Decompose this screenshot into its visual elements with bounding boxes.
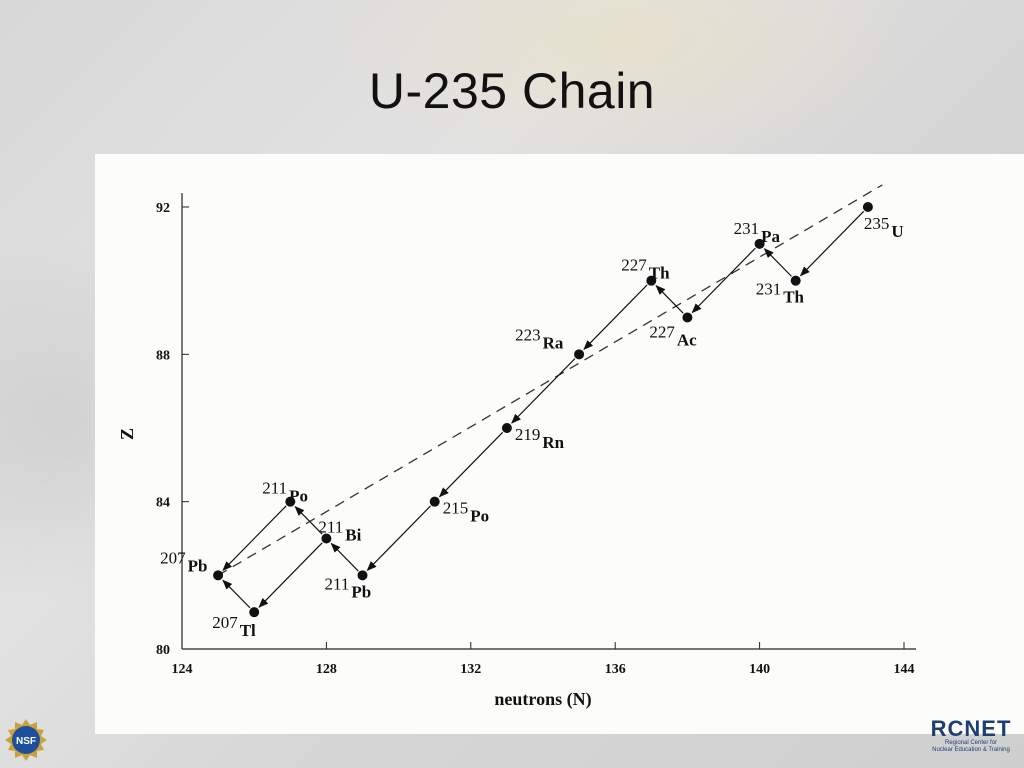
nuclide-symbol: Th (649, 264, 670, 283)
nsf-logo-text: NSF (16, 736, 36, 747)
nuclide-label-pb211: 211 Pb (325, 574, 372, 601)
decay-arrow-ra223-to-rn219 (511, 358, 576, 424)
nuclide-symbol: Pb (351, 582, 371, 601)
nuclide-label-po211: 211 Po (262, 479, 308, 506)
nuclide-mass-number: 219 (515, 425, 541, 444)
nuclide-mass-number: 215 (443, 499, 469, 518)
nuclide-symbol: Po (289, 487, 308, 506)
nuclide-symbol: Bi (345, 526, 361, 545)
y-tick-label: 84 (156, 496, 170, 511)
nuclide-symbol: Ac (677, 331, 697, 350)
y-tick-label: 92 (156, 201, 170, 216)
x-tick-label: 128 (316, 662, 337, 677)
decay-arrow-po211-to-pb207 (222, 505, 287, 572)
nuclide-symbol: Po (470, 507, 489, 526)
nuclide-point-ra223 (574, 349, 585, 360)
nuclide-mass-number: 235 (864, 214, 890, 233)
nuclide-mass-number: 211 (262, 479, 287, 498)
decay-arrow-po215-to-pb211 (366, 505, 431, 572)
nuclide-symbol: Rn (542, 433, 564, 452)
y-tick-label: 88 (156, 348, 170, 363)
y-axis-title: Z (117, 428, 137, 440)
decay-arrow-pa231-to-ac227 (691, 247, 756, 314)
rcnet-logo-subtitle-1: Regional Center for (944, 740, 998, 746)
nuclide-mass-number: 207 (212, 613, 238, 632)
y-tick-label: 80 (156, 643, 170, 658)
nuclide-label-rn219: 219 Rn (515, 425, 565, 452)
x-tick-label: 136 (605, 662, 626, 677)
decay-arrow-bi211-to-po211 (294, 505, 323, 535)
decay-arrow-rn219-to-po215 (438, 431, 504, 498)
nuclide-point-bi211 (321, 533, 332, 544)
decay-arrow-bi211-to-tl207 (258, 542, 323, 608)
nuclide-mass-number: 223 (515, 325, 541, 344)
nsf-logo-icon: NSF (4, 718, 48, 762)
decay-arrow-ac227-to-th227 (655, 284, 684, 314)
nuclide-symbol: Pb (188, 556, 208, 575)
nuclide-point-pb207 (213, 570, 224, 581)
nuclide-label-ac227: 227 Ac (649, 323, 697, 350)
rcnet-logo-icon: RCNET Regional Center for Nuclear Educat… (918, 718, 1024, 768)
nuclide-label-tl207: 207 Tl (212, 613, 256, 640)
x-tick-label: 132 (460, 662, 481, 677)
nuclide-point-rn219 (501, 423, 512, 433)
nuclide-label-u235: 235 U (864, 214, 904, 241)
x-tick-label: 144 (894, 662, 915, 677)
nuclide-mass-number: 227 (649, 323, 675, 342)
nuclide-point-ac227 (682, 312, 693, 323)
nuclide-point-pa231 (754, 238, 765, 249)
nuclide-symbol: U (891, 222, 903, 241)
nuclide-label-ra223: 223 Ra (515, 325, 564, 352)
nuclide-label-th231: 231 Th (756, 280, 805, 307)
nuclide-mass-number: 211 (318, 518, 343, 537)
nuclide-symbol: Th (783, 288, 804, 307)
nuclide-mass-number: 231 (734, 219, 760, 238)
nuclide-label-po215: 215 Po (443, 499, 489, 526)
nuclide-label-pb207: 207 Pb (160, 548, 207, 575)
slide-title: U-235 Chain (368, 63, 656, 119)
decay-arrow-u235-to-th231 (799, 210, 865, 277)
trend-line (217, 184, 883, 576)
x-tick-label: 124 (172, 662, 193, 677)
nuclide-symbol: Tl (240, 621, 256, 640)
nuclide-label-th227: 227 Th (621, 256, 670, 283)
nuclide-mass-number: 231 (756, 280, 782, 299)
nuclide-point-pb211 (357, 570, 368, 581)
nuclide-point-tl207 (249, 607, 260, 618)
decay-arrow-th227-to-ra223 (583, 284, 648, 351)
x-tick-label: 140 (749, 662, 770, 677)
nuclide-point-u235 (862, 202, 873, 212)
nuclide-label-pa231: 231 Pa (734, 219, 781, 246)
x-axis-title: neutrons (N) (494, 689, 591, 710)
rcnet-logo-subtitle-2: Nuclear Education & Training (932, 747, 1010, 753)
nuclide-point-th231 (790, 275, 801, 286)
decay-arrow-tl207-to-pb207 (222, 579, 251, 609)
rcnet-logo-name: RCNET (930, 716, 1012, 741)
nuclide-point-th227 (646, 275, 657, 286)
nuclide-point-po211 (285, 496, 296, 507)
chart-figure: 124 128 132 136 140 144 80 84 88 92 neutrons (N) Z … (95, 154, 1024, 734)
nuclide-mass-number: 227 (621, 256, 647, 275)
nuclide-point-po215 (429, 496, 440, 507)
nuclide-symbol: Pa (761, 227, 780, 246)
decay-arrow-th231-to-pa231 (763, 248, 792, 277)
nuclide-symbol: Ra (543, 333, 564, 352)
nuclide-mass-number: 207 (160, 548, 186, 567)
decay-arrow-pb211-to-bi211 (330, 542, 359, 572)
nuclide-mass-number: 211 (325, 574, 350, 593)
nuclide-label-bi211: 211 Bi (318, 518, 361, 545)
